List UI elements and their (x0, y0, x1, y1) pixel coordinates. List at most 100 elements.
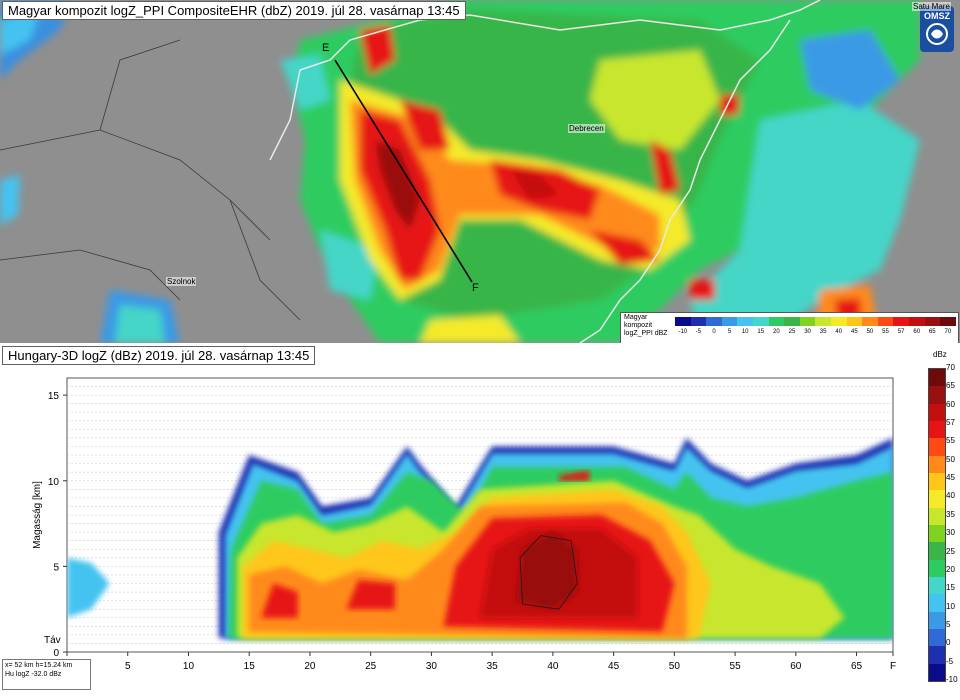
y-tick-label: 0 (53, 648, 59, 659)
legend-swatch (815, 317, 831, 326)
scale-unit: dBz (933, 350, 947, 359)
x-tick-label: 5 (125, 661, 131, 672)
scale-label: 15 (946, 583, 955, 593)
cross-section-chart: 0 5 10 15 20 25 30 35 40 45 50 55 60 65 F 0 5 10 15 Magas… (32, 377, 896, 672)
x-tick-label: 35 (487, 661, 499, 672)
scale-label: 40 (946, 491, 955, 501)
legend-swatch (830, 317, 847, 326)
scale-swatch (929, 576, 945, 595)
omsz-logo (920, 6, 954, 52)
map-legend-title: Magyar kompozit logZ_PPI dBZ (624, 314, 668, 337)
logo-text: OMSZ (924, 11, 950, 21)
scale-label: 55 (946, 436, 955, 446)
x-tick-label: 15 (244, 661, 256, 672)
legend-swatch (737, 317, 753, 326)
readout-position: x= 52 km h=15.24 km (5, 662, 73, 669)
x-axis-start-label: Táv (44, 635, 61, 646)
scale-label: 65 (946, 381, 955, 391)
legend-label: 25 (788, 329, 796, 335)
x-tick-label: 20 (304, 661, 316, 672)
legend-swatch (846, 317, 863, 326)
legend-swatch (877, 317, 894, 326)
scale-swatch (929, 542, 945, 560)
scale-swatch (929, 490, 945, 508)
legend-label: 20 (773, 329, 780, 335)
x-tick-label: 65 (851, 661, 863, 672)
legend-label: 35 (819, 329, 827, 335)
city-label: Szolnok (166, 277, 197, 286)
x-tick-label: 60 (790, 661, 802, 672)
scale-label: -5 (946, 656, 954, 666)
map-legend: Magyar kompozit logZ_PPI dBZ -10 -5 0 5 10 15… (620, 312, 959, 343)
radar-map-panel: OMSZ Magyar kompozit logZ_PPI CompositeE… (0, 0, 960, 343)
readout-value: Hu logZ -32.0 dBz (5, 671, 62, 678)
legend-label: 55 (882, 329, 889, 335)
scale-swatch (929, 628, 945, 647)
scale-label: 25 (946, 546, 955, 556)
scale-label: 50 (946, 454, 955, 464)
country-border (269, 0, 821, 343)
legend-label: 50 (866, 329, 874, 335)
map-legend-labels: -10 -5 0 5 10 15 20 25 30 35 40 45 50 55 57 60 65 70 (675, 329, 956, 339)
scale-swatch (929, 472, 945, 491)
scale-label: 5 (946, 619, 951, 629)
radar-map-image (0, 0, 960, 343)
scale-label: 35 (946, 509, 955, 519)
legend-swatch (908, 317, 925, 326)
color-scale-bar (928, 368, 946, 682)
echo-core-small-1 (261, 583, 298, 618)
map-title: Magyar kompozit logZ_PPI CompositeEHR (d… (2, 1, 466, 20)
county-outlines (0, 39, 301, 321)
scale-swatch (929, 420, 945, 439)
scale-label: 0 (946, 638, 951, 648)
x-tick-label: 50 (669, 661, 681, 672)
scale-label: 57 (946, 418, 955, 428)
legend-label: -10 (678, 329, 688, 335)
legend-swatch (768, 317, 785, 326)
legend-swatch (784, 317, 800, 326)
legend-swatch (690, 317, 707, 326)
scale-swatch (929, 438, 945, 456)
y-tick-label: 15 (48, 391, 60, 402)
city-label: Satu Mare (912, 2, 951, 11)
section-line (334, 59, 473, 283)
section-title: Hungary-3D logZ (dBz) 2019. júl 28. vasá… (2, 346, 316, 365)
x-tick-label: F (890, 661, 896, 672)
scale-swatch (929, 559, 945, 577)
x-tick-label: 40 (547, 661, 559, 672)
legend-label: -5 (695, 329, 702, 335)
scale-label: 30 (946, 528, 955, 538)
scale-label: -10 (946, 675, 958, 684)
scale-swatch (929, 524, 945, 543)
scale-label: 70 (946, 363, 955, 372)
core-contour (519, 535, 578, 610)
legend-swatch (940, 317, 956, 326)
x-tick-label: 25 (365, 661, 377, 672)
legend-label: 40 (835, 329, 843, 335)
scale-label: 20 (946, 564, 955, 574)
echo-core-60 (516, 532, 578, 610)
scale-swatch (929, 611, 945, 629)
scale-label: 45 (946, 473, 955, 483)
legend-swatch (893, 317, 909, 326)
echo-core-upper (558, 470, 590, 481)
x-axis: 05101520253035404550556065F (64, 652, 896, 672)
x-tick-label: 10 (183, 661, 195, 672)
legend-label: 57 (897, 329, 905, 335)
scale-swatch (929, 646, 945, 664)
legend-label: 15 (757, 329, 765, 335)
legend-label: 10 (741, 329, 749, 335)
section-end-marker: F (472, 282, 479, 294)
legend-swatch (752, 317, 769, 326)
legend-swatch (675, 317, 691, 326)
x-tick-label: 45 (608, 661, 620, 672)
scale-swatch (929, 507, 945, 525)
y-axis-label: Magasság [km] (32, 481, 43, 549)
legend-swatch (706, 317, 722, 326)
legend-label: 65 (928, 329, 936, 335)
cursor-readout: x= 52 km h=15.24 km Hu logZ -32.0 dBz (2, 659, 91, 690)
y-axis: 0 5 10 15 (48, 391, 67, 659)
reflectivity-field (67, 437, 893, 639)
map-legend-swatches (675, 317, 956, 326)
legend-label: 5 (727, 329, 732, 335)
